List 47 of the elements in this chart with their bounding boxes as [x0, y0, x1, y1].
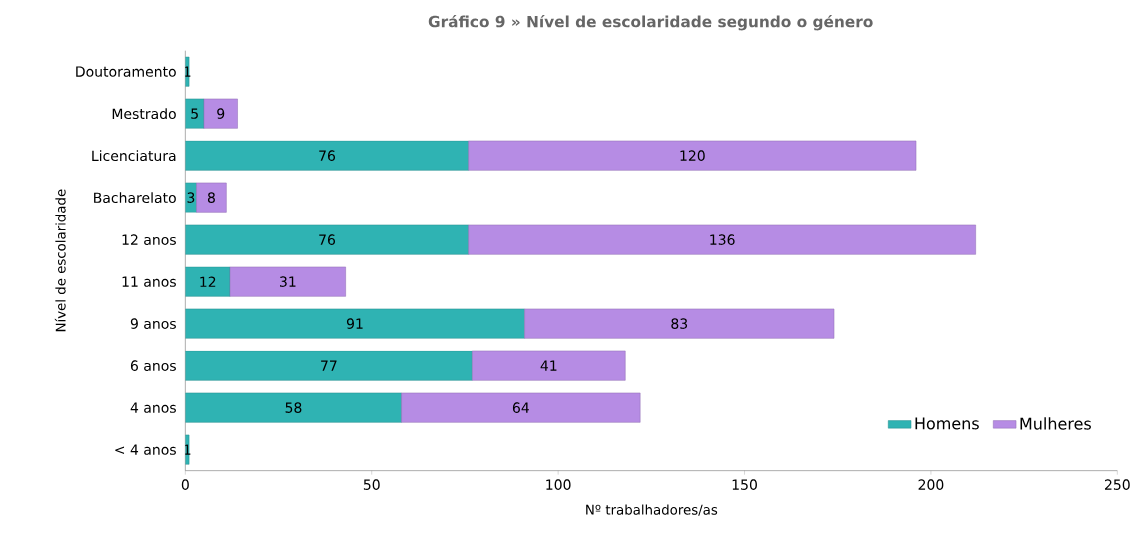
- y-tick-label: 6 anos: [130, 360, 176, 371]
- bar: [185, 392, 402, 423]
- data-label: 120: [680, 150, 705, 161]
- bar: [524, 308, 835, 339]
- bar: [203, 98, 238, 129]
- y-tick-label: Licenciatura: [92, 150, 176, 161]
- y-tick-label: 4 anos: [130, 402, 176, 413]
- x-axis-title: Nº trabalhadores/as: [586, 504, 718, 516]
- data-label: 64: [512, 402, 529, 413]
- data-label: 91: [346, 318, 363, 329]
- bar: [196, 182, 227, 213]
- bar: [185, 140, 469, 171]
- y-axis-title: Nível de escolaridade: [54, 189, 66, 331]
- bar: [229, 266, 346, 297]
- data-label: 76: [319, 234, 336, 245]
- bar: [472, 350, 626, 381]
- data-label: 77: [321, 360, 337, 371]
- legend-label: Mulheres: [1020, 417, 1091, 430]
- data-label: 41: [540, 360, 557, 371]
- x-tick-label: 100: [546, 479, 571, 490]
- x-tick-label: 150: [732, 479, 757, 490]
- x-tick-label: 250: [1104, 479, 1130, 490]
- chart-title: Gráfico 9 » Nível de escolaridade segundo o género: [428, 14, 873, 31]
- bar: [468, 224, 976, 255]
- y-tick-label: < 4 anos: [115, 444, 176, 455]
- y-tick-label: 9 anos: [130, 318, 176, 329]
- y-tick-label: Bacharelato: [94, 192, 176, 203]
- x-tick-label: 0: [181, 479, 189, 490]
- data-label: 8: [207, 192, 215, 203]
- legend-label: Homens: [915, 417, 979, 430]
- data-label: 5: [191, 108, 198, 119]
- data-label: 83: [671, 318, 688, 329]
- data-label: 31: [280, 276, 296, 287]
- x-tick-label: 50: [363, 479, 380, 490]
- bar: [401, 392, 641, 423]
- y-tick-label: Doutoramento: [76, 66, 176, 77]
- data-label: 76: [319, 150, 336, 161]
- data-label: 136: [710, 234, 735, 245]
- x-tick-label: 200: [918, 479, 944, 490]
- y-tick-label: 11 anos: [122, 276, 176, 287]
- y-tick-label: Mestrado: [112, 108, 176, 119]
- bar: [468, 140, 917, 171]
- data-label: 58: [285, 402, 302, 413]
- data-label: 3: [187, 192, 195, 203]
- data-label: 9: [217, 108, 225, 119]
- data-label: 12: [200, 276, 216, 287]
- y-tick-label: 12 anos: [122, 234, 176, 245]
